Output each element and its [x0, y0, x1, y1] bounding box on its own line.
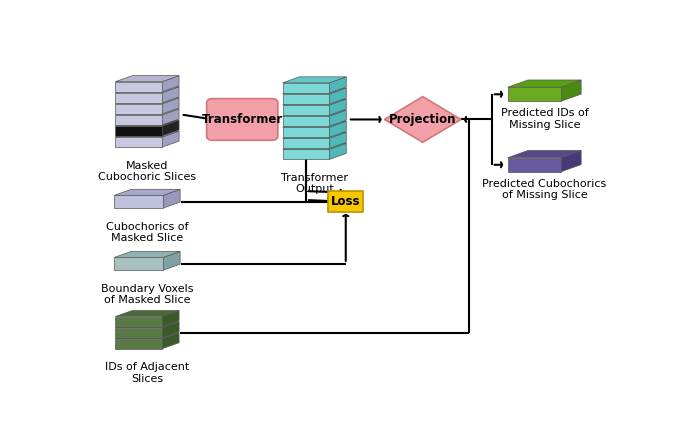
Polygon shape	[283, 110, 347, 116]
Polygon shape	[115, 317, 162, 327]
Text: Masked
Cubochoric Slices: Masked Cubochoric Slices	[98, 160, 197, 182]
Text: Transformer: Transformer	[201, 113, 283, 126]
Polygon shape	[115, 115, 162, 125]
Polygon shape	[115, 310, 179, 317]
Polygon shape	[163, 189, 180, 208]
Polygon shape	[283, 138, 329, 148]
Polygon shape	[114, 257, 163, 270]
Polygon shape	[162, 310, 179, 327]
Polygon shape	[508, 80, 581, 87]
Polygon shape	[114, 252, 180, 257]
Polygon shape	[115, 327, 162, 337]
Polygon shape	[283, 105, 329, 115]
Polygon shape	[283, 116, 329, 126]
Polygon shape	[162, 131, 179, 147]
Polygon shape	[115, 120, 179, 126]
FancyBboxPatch shape	[207, 99, 278, 140]
Polygon shape	[115, 98, 179, 104]
Polygon shape	[283, 88, 347, 94]
Polygon shape	[329, 121, 347, 137]
Text: Predicted IDs of
Missing Slice: Predicted IDs of Missing Slice	[501, 108, 588, 129]
Polygon shape	[329, 88, 347, 104]
Polygon shape	[115, 339, 162, 349]
Polygon shape	[163, 252, 180, 270]
Text: Loss: Loss	[331, 195, 360, 208]
Polygon shape	[115, 333, 179, 339]
Text: IDs of Adjacent
Slices: IDs of Adjacent Slices	[105, 362, 189, 384]
Polygon shape	[283, 99, 347, 105]
Polygon shape	[283, 77, 347, 83]
Polygon shape	[115, 93, 162, 103]
Polygon shape	[283, 143, 347, 150]
Polygon shape	[329, 110, 347, 126]
Polygon shape	[561, 80, 581, 101]
Polygon shape	[329, 132, 347, 148]
Polygon shape	[115, 322, 179, 327]
Polygon shape	[283, 150, 329, 160]
Polygon shape	[283, 94, 329, 104]
Polygon shape	[162, 333, 179, 349]
Polygon shape	[115, 126, 162, 136]
Polygon shape	[115, 82, 162, 92]
Polygon shape	[508, 87, 561, 101]
Polygon shape	[115, 87, 179, 93]
Polygon shape	[283, 121, 347, 127]
Polygon shape	[162, 109, 179, 125]
Polygon shape	[162, 322, 179, 337]
Polygon shape	[114, 195, 163, 208]
Polygon shape	[561, 150, 581, 172]
Polygon shape	[162, 120, 179, 136]
Polygon shape	[329, 143, 347, 160]
Polygon shape	[283, 127, 329, 137]
Polygon shape	[162, 98, 179, 114]
Polygon shape	[162, 87, 179, 103]
Polygon shape	[115, 131, 179, 137]
Polygon shape	[115, 137, 162, 147]
Polygon shape	[384, 97, 461, 142]
Polygon shape	[508, 150, 581, 158]
Polygon shape	[508, 158, 561, 172]
Polygon shape	[329, 99, 347, 115]
Text: Boundary Voxels
of Masked Slice: Boundary Voxels of Masked Slice	[101, 284, 193, 305]
Text: Predicted Cubochorics
of Missing Slice: Predicted Cubochorics of Missing Slice	[482, 179, 606, 200]
Polygon shape	[115, 104, 162, 114]
Text: Projection: Projection	[389, 113, 456, 126]
FancyBboxPatch shape	[328, 191, 363, 212]
Polygon shape	[114, 189, 180, 195]
Polygon shape	[162, 76, 179, 92]
Polygon shape	[283, 132, 347, 138]
Polygon shape	[283, 83, 329, 93]
Text: Transformer
Output: Transformer Output	[281, 173, 348, 194]
Polygon shape	[115, 76, 179, 82]
Text: Cubochorics of
Masked Slice: Cubochorics of Masked Slice	[106, 221, 188, 243]
Polygon shape	[115, 109, 179, 115]
Polygon shape	[329, 77, 347, 93]
